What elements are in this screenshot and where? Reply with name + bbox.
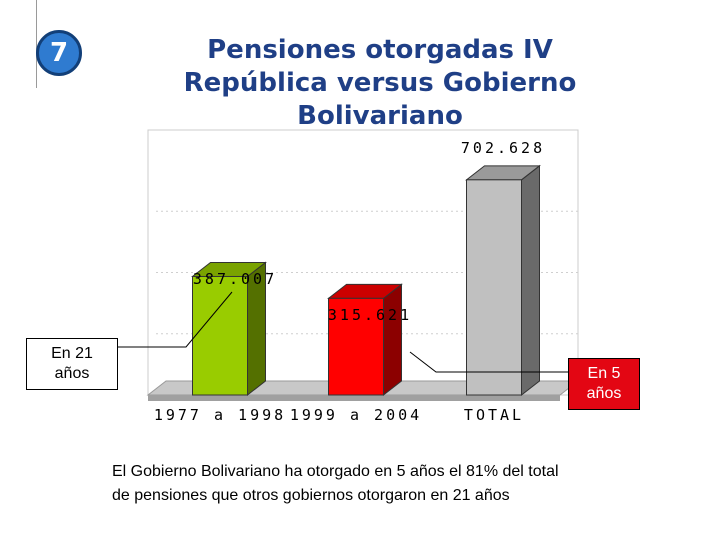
footnote-line-1: El Gobierno Bolivariano ha otorgado en 5… bbox=[112, 463, 559, 480]
data-label: 315.621 bbox=[328, 306, 412, 324]
title-line-1: Pensiones otorgadas IV bbox=[207, 35, 553, 65]
bar-side bbox=[383, 283, 402, 397]
callout-right-line-2: años bbox=[586, 385, 622, 402]
callout-right-line-1: En 5 bbox=[587, 365, 621, 382]
title-line-2: República versus Gobierno bbox=[183, 68, 577, 98]
footnote-line-2: de pensiones que otros gobiernos otorgar… bbox=[112, 487, 510, 504]
data-label: 387.007 bbox=[193, 270, 277, 288]
data-label: 702.628 bbox=[461, 139, 545, 157]
callout-5-years: En 5 años bbox=[568, 358, 640, 410]
category-label: 1977 a 1998 bbox=[154, 406, 286, 424]
callout-21-years: En 21 años bbox=[26, 338, 118, 390]
callout-right-leader bbox=[409, 351, 568, 373]
plot-floor-edge bbox=[148, 395, 560, 401]
category-label: TOTAL bbox=[464, 406, 524, 424]
slide-title: Pensiones otorgadas IV República versus … bbox=[160, 34, 600, 133]
title-line-3: Bolivariano bbox=[297, 101, 463, 131]
bar bbox=[466, 179, 522, 396]
slide-number-badge: 7 bbox=[36, 30, 82, 76]
category-label: 1999 a 2004 bbox=[290, 406, 422, 424]
bar bbox=[192, 275, 248, 396]
bar bbox=[328, 297, 384, 396]
callout-left-line-1: En 21 bbox=[51, 345, 93, 362]
footnote: El Gobierno Bolivariano ha otorgado en 5… bbox=[112, 460, 672, 508]
slide-number: 7 bbox=[49, 38, 69, 68]
callout-left-line-2: años bbox=[54, 365, 90, 382]
callout-left-leader bbox=[118, 291, 233, 348]
bar-side bbox=[521, 164, 540, 397]
